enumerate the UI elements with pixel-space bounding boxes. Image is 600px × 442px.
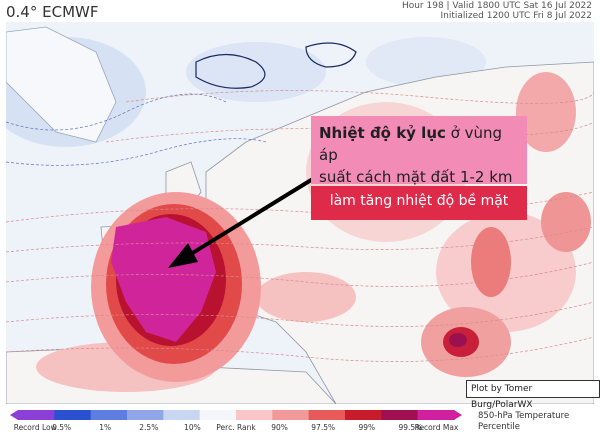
init-time: Initialized 1200 UTC Fri 8 Jul 2022	[440, 11, 592, 21]
run-info: Hour 198 | Valid 1800 UTC Sat 16 Jul 202…	[402, 1, 592, 21]
legend-label: 99%	[358, 423, 376, 432]
warm-area-east-core	[471, 227, 511, 297]
height-contours	[195, 42, 357, 89]
legend-swatch	[308, 410, 346, 420]
cold-area-north	[186, 42, 326, 102]
warm-area-turkey-peak	[449, 333, 467, 347]
callout-rest: ở vùng áp	[319, 124, 503, 164]
warm-area-far-east	[541, 192, 591, 252]
legend-title: 850-hPa Temperature Percentile	[478, 411, 596, 433]
legend-swatch	[236, 410, 273, 420]
legend-title-line1: 850-hPa Temperature	[478, 411, 570, 421]
legend-swatch	[90, 410, 128, 420]
legend-title-line2: Percentile	[478, 422, 520, 432]
legend-labels: Record Low 0.5% 1% 2.5% 10% Perc. Rank 90% 97.5…	[10, 423, 462, 435]
legend-swatch	[272, 410, 310, 420]
model-title: 0.4° ECMWF	[6, 3, 99, 21]
warm-area-italy	[256, 272, 356, 322]
legend-color-bar	[10, 410, 462, 420]
surface-temperature-callout: làm tăng nhiệt độ bề mặt	[311, 186, 527, 220]
pointer-arrow-head	[168, 243, 198, 268]
legend-label: 1%	[99, 423, 112, 432]
legend-label: Perc. Rank	[216, 423, 256, 432]
legend-swatch	[18, 410, 55, 420]
legend-swatch	[345, 410, 382, 420]
legend-swatch	[54, 410, 92, 420]
legend-swatch	[381, 410, 419, 420]
callout-bold: Nhiệt độ kỷ lục	[319, 124, 446, 142]
legend-label: Record Low	[13, 423, 57, 432]
greenland-land	[6, 26, 117, 143]
legend-label: 90%	[271, 423, 288, 432]
legend-swatch	[127, 410, 164, 420]
legend-low-tip	[10, 410, 18, 420]
valid-time: Hour 198 | Valid 1800 UTC Sat 16 Jul 202…	[401, 1, 592, 11]
legend-label: 2.5%	[139, 423, 159, 432]
legend-label: Record Max	[414, 423, 459, 432]
legend-swatch	[199, 410, 237, 420]
legend-swatch	[163, 410, 201, 420]
plot-credit: Plot by Tomer Burg/PolarWX	[466, 380, 600, 410]
warm-area-northeast	[516, 72, 576, 152]
callout-line2: suất cách mặt đất 1-2 km	[319, 168, 513, 186]
pointer-arrow-line	[184, 175, 318, 259]
record-temperature-callout: Nhiệt độ kỷ lục ở vùng áp suất cách mặt …	[311, 116, 527, 186]
chart-header: 0.4° ECMWF Hour 198 | Valid 1800 UTC Sat…	[0, 0, 600, 22]
cold-contours	[6, 93, 267, 166]
temperature-contours	[6, 90, 594, 362]
legend-label: 0.5%	[52, 423, 72, 432]
legend-label: 97.5%	[311, 423, 336, 432]
legend-high-tip	[454, 410, 462, 420]
legend-label: 10%	[184, 423, 201, 432]
legend-swatch	[417, 410, 455, 420]
legend-label: 99.5%	[398, 423, 423, 432]
